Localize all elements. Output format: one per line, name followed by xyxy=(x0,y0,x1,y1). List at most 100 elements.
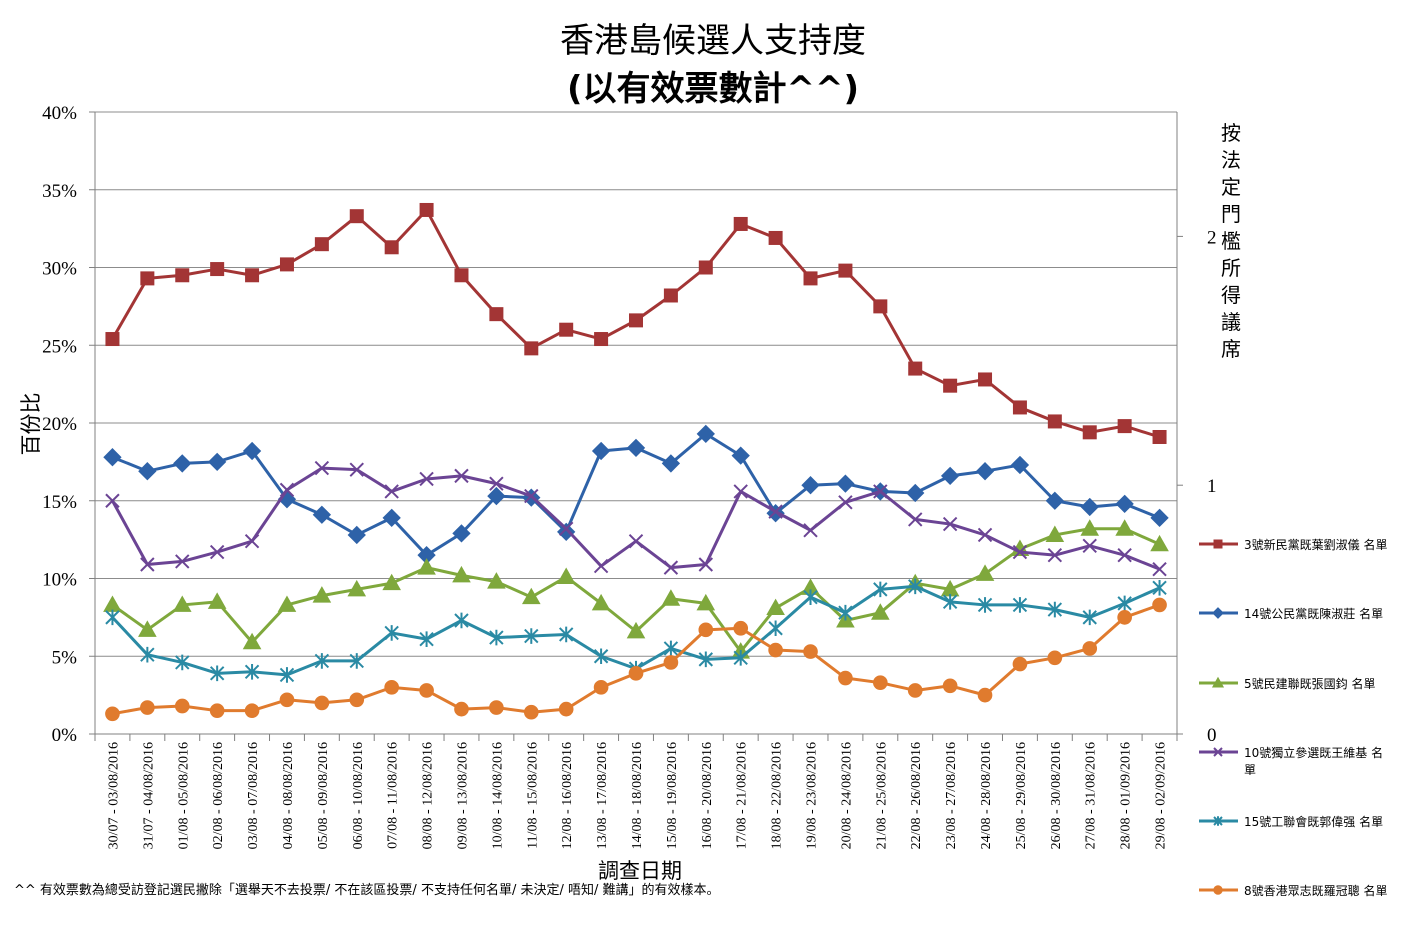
data-point xyxy=(1045,491,1064,510)
data-point xyxy=(489,629,504,646)
data-point xyxy=(836,474,855,493)
y2-label-char: 得 xyxy=(1221,283,1241,307)
data-point xyxy=(733,216,748,231)
series-group xyxy=(105,597,1167,722)
data-point xyxy=(768,642,783,658)
x-tick-label: 30/07 - 03/08/2016 xyxy=(106,742,121,849)
data-point xyxy=(873,484,888,499)
data-point xyxy=(803,589,818,605)
x-tick-label: 31/07 - 04/08/2016 xyxy=(141,742,156,849)
data-point xyxy=(1047,650,1063,666)
data-point xyxy=(454,612,469,629)
data-point xyxy=(594,332,609,347)
x-tick-label: 24/08 - 28/08/2016 xyxy=(979,742,994,849)
data-point xyxy=(1012,544,1028,560)
data-point xyxy=(593,648,609,665)
data-point xyxy=(733,620,749,636)
y2-label-char: 門 xyxy=(1221,202,1241,226)
data-point xyxy=(279,482,295,498)
data-point xyxy=(593,680,609,695)
data-point xyxy=(838,263,853,278)
data-point xyxy=(591,593,611,611)
x-tick-label: 13/08 - 17/08/2016 xyxy=(595,742,610,849)
data-point xyxy=(209,544,225,560)
x-tick-label: 16/08 - 20/08/2016 xyxy=(700,742,715,849)
data-point xyxy=(1152,580,1167,596)
data-point xyxy=(696,593,716,611)
data-point xyxy=(975,564,995,581)
data-point xyxy=(1082,538,1097,554)
y2-label-char: 檻 xyxy=(1221,229,1241,253)
data-point xyxy=(521,587,541,605)
series-lines xyxy=(103,202,1169,722)
legend-entry: 5號民建聯既張國鈞 名單 xyxy=(1199,676,1375,691)
data-point xyxy=(419,471,434,487)
y-tick-label: 15% xyxy=(42,492,77,513)
data-point xyxy=(628,666,644,681)
data-point xyxy=(173,454,192,473)
x-tick-label: 09/08 - 13/08/2016 xyxy=(455,742,470,849)
x-tick-label: 06/08 - 10/08/2016 xyxy=(351,742,366,849)
data-point xyxy=(1115,494,1134,514)
data-point xyxy=(209,703,225,718)
y2-label-char: 法 xyxy=(1221,148,1241,172)
y-tick-label: 35% xyxy=(42,181,77,202)
data-point xyxy=(1115,519,1134,536)
data-point xyxy=(105,332,120,347)
data-point xyxy=(314,460,330,476)
x-tick-label: 29/08 - 02/09/2016 xyxy=(1154,742,1169,849)
y2-tick-label: 1 xyxy=(1207,476,1217,497)
x-tick-label: 19/08 - 23/08/2016 xyxy=(805,742,820,849)
data-point xyxy=(489,700,504,715)
data-point xyxy=(207,592,227,609)
data-point xyxy=(698,557,714,572)
data-point xyxy=(838,495,853,510)
data-point xyxy=(384,484,399,499)
data-point xyxy=(524,341,539,356)
y2-tick-label: 0 xyxy=(1207,725,1217,746)
data-point xyxy=(1047,601,1063,618)
data-point xyxy=(1150,534,1169,552)
data-point xyxy=(768,620,783,637)
x-tick-label: 12/08 - 16/08/2016 xyxy=(560,742,575,849)
x-tick-label: 02/08 - 06/08/2016 xyxy=(211,742,226,849)
data-point xyxy=(663,288,678,303)
data-point xyxy=(942,678,958,694)
footnote: ^^ 有效票數為總受訪登記選民撇除「選舉天不去投票/ 不在該區投票/ 不支持任何… xyxy=(14,882,719,898)
legend-label: 14號公民黨既陳淑莊 名單 xyxy=(1244,606,1383,621)
data-point xyxy=(347,579,367,597)
data-point xyxy=(1150,508,1169,528)
x-tick-label: 23/08 - 27/08/2016 xyxy=(944,742,959,849)
x-axis-label: 調查日期 xyxy=(598,859,682,883)
x-tick-label: 01/08 - 05/08/2016 xyxy=(176,742,191,849)
data-point xyxy=(210,262,225,277)
data-point xyxy=(140,271,155,286)
x-tick-label: 20/08 - 24/08/2016 xyxy=(839,742,854,849)
y-tick-label: 5% xyxy=(52,647,78,668)
data-point xyxy=(940,466,960,486)
data-point xyxy=(663,560,679,575)
data-point xyxy=(1045,525,1065,542)
data-point xyxy=(138,462,157,481)
y-tick-label: 30% xyxy=(42,259,77,280)
x-tick-label: 18/08 - 22/08/2016 xyxy=(770,742,785,849)
data-point xyxy=(626,621,646,639)
data-point xyxy=(1080,497,1099,517)
data-point xyxy=(1082,641,1098,656)
x-tick-label: 05/08 - 09/08/2016 xyxy=(316,742,331,849)
data-point xyxy=(977,597,993,613)
legend-label: 8號香港眾志既羅冠聰 名單 xyxy=(1244,883,1387,898)
data-point xyxy=(489,307,504,322)
data-point xyxy=(242,632,262,650)
legend-label: 單 xyxy=(1244,763,1256,777)
data-point xyxy=(489,476,504,491)
legend-entry: 8號香港眾志既羅冠聰 名單 xyxy=(1199,883,1387,898)
data-point xyxy=(279,692,295,708)
data-point xyxy=(523,704,539,720)
data-point xyxy=(801,476,820,495)
y-tick-label: 0% xyxy=(52,725,78,746)
data-point xyxy=(731,446,750,465)
data-point xyxy=(452,565,471,583)
data-point xyxy=(314,653,330,669)
